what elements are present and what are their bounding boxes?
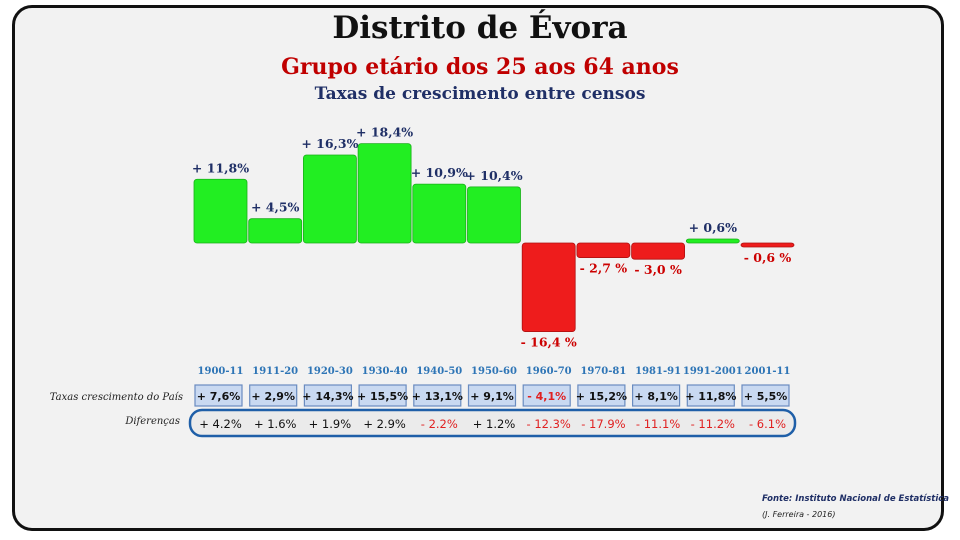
difference-value: + 1.6% — [254, 417, 297, 431]
national-rate-box — [358, 384, 407, 407]
tick-label: 1970-81 — [580, 366, 626, 377]
national-rate-box — [249, 384, 298, 407]
chart-frame — [12, 5, 944, 531]
difference-value: - 11.1% — [636, 417, 680, 431]
national-rate: + 8,1% — [634, 390, 678, 403]
national-rate: + 13,1% — [412, 390, 463, 403]
data-label: + 10,4% — [465, 168, 522, 183]
data-label: - 0,6 % — [744, 250, 792, 265]
data-label: - 16,4 % — [521, 335, 577, 350]
national-rate: + 7,6% — [197, 390, 241, 403]
national-rate-box — [577, 384, 626, 407]
difference-value: - 11.2% — [691, 417, 735, 431]
data-label: - 2,7 % — [580, 261, 628, 276]
bar — [576, 242, 631, 258]
tick-label: 1930-40 — [362, 366, 408, 377]
source-note: Fonte: Instituto Nacional de Estatística — [762, 494, 950, 504]
national-row-label: Taxas crescimento do País — [50, 392, 183, 403]
national-rate-box — [413, 384, 462, 407]
difference-value: + 1.2% — [473, 417, 516, 431]
difference-value: - 2.2% — [421, 417, 458, 431]
tick-label: 1991-2001 — [683, 366, 743, 377]
national-rate-box — [741, 384, 790, 407]
difference-value: + 4.2% — [199, 417, 242, 431]
national-rate: + 15,5% — [357, 390, 408, 403]
data-label: + 18,4% — [356, 125, 413, 140]
author-note: (J. Ferreira - 2016) — [762, 510, 836, 519]
data-label: + 16,3% — [301, 136, 358, 151]
tick-label: 1900-11 — [198, 366, 244, 377]
national-rate-box — [467, 384, 517, 407]
bar — [631, 242, 685, 260]
difference-value: + 2.9% — [363, 417, 406, 431]
differences-row-label: Diferenças — [124, 416, 180, 427]
data-label: + 11,8% — [192, 160, 249, 175]
tick-label: 1940-50 — [416, 366, 462, 377]
difference-value: - 12.3% — [527, 417, 571, 431]
data-label: + 10,9% — [411, 165, 468, 180]
bar — [740, 242, 795, 248]
bar — [248, 218, 303, 244]
difference-value: - 6.1% — [749, 417, 786, 431]
difference-value: + 1.9% — [309, 417, 352, 431]
chart-subtitle: Grupo etário dos 25 aos 64 anos — [281, 54, 679, 80]
national-rate-box — [303, 384, 352, 407]
tick-label: 1920-30 — [307, 366, 353, 377]
data-label: - 3,0 % — [634, 262, 682, 277]
difference-value: - 17.9% — [581, 417, 625, 431]
national-rate: + 14,3% — [302, 390, 353, 403]
chart-title: Distrito de Évora — [332, 10, 628, 46]
differences-frame — [188, 408, 797, 438]
national-rate-box — [686, 384, 735, 407]
bar — [521, 242, 576, 332]
national-rate: + 15,2% — [576, 390, 627, 403]
bar — [412, 183, 467, 244]
tick-label: 1960-70 — [526, 366, 572, 377]
chart-subsubtitle: Taxas de crescimento entre censos — [314, 84, 646, 104]
tick-label: 1911-20 — [252, 366, 298, 377]
national-rate: + 5,5% — [744, 390, 788, 403]
national-rate-box — [522, 384, 571, 407]
national-rate: + 9,1% — [470, 390, 514, 403]
data-label: + 0,6% — [689, 220, 738, 235]
national-rate-box — [194, 384, 243, 407]
bar — [193, 178, 248, 244]
national-rate: - 4,1% — [527, 390, 566, 403]
tick-label: 1950-60 — [471, 366, 517, 377]
bar — [467, 186, 521, 244]
tick-label: 2001-11 — [745, 366, 791, 377]
national-rate-box — [631, 384, 681, 407]
bar — [685, 238, 740, 244]
national-rate: + 2,9% — [251, 390, 295, 403]
bar — [357, 143, 412, 244]
tick-label: 1981-91 — [635, 366, 681, 377]
bar — [302, 154, 357, 244]
national-rate: + 11,8% — [685, 390, 736, 403]
data-label: + 4,5% — [251, 200, 300, 215]
